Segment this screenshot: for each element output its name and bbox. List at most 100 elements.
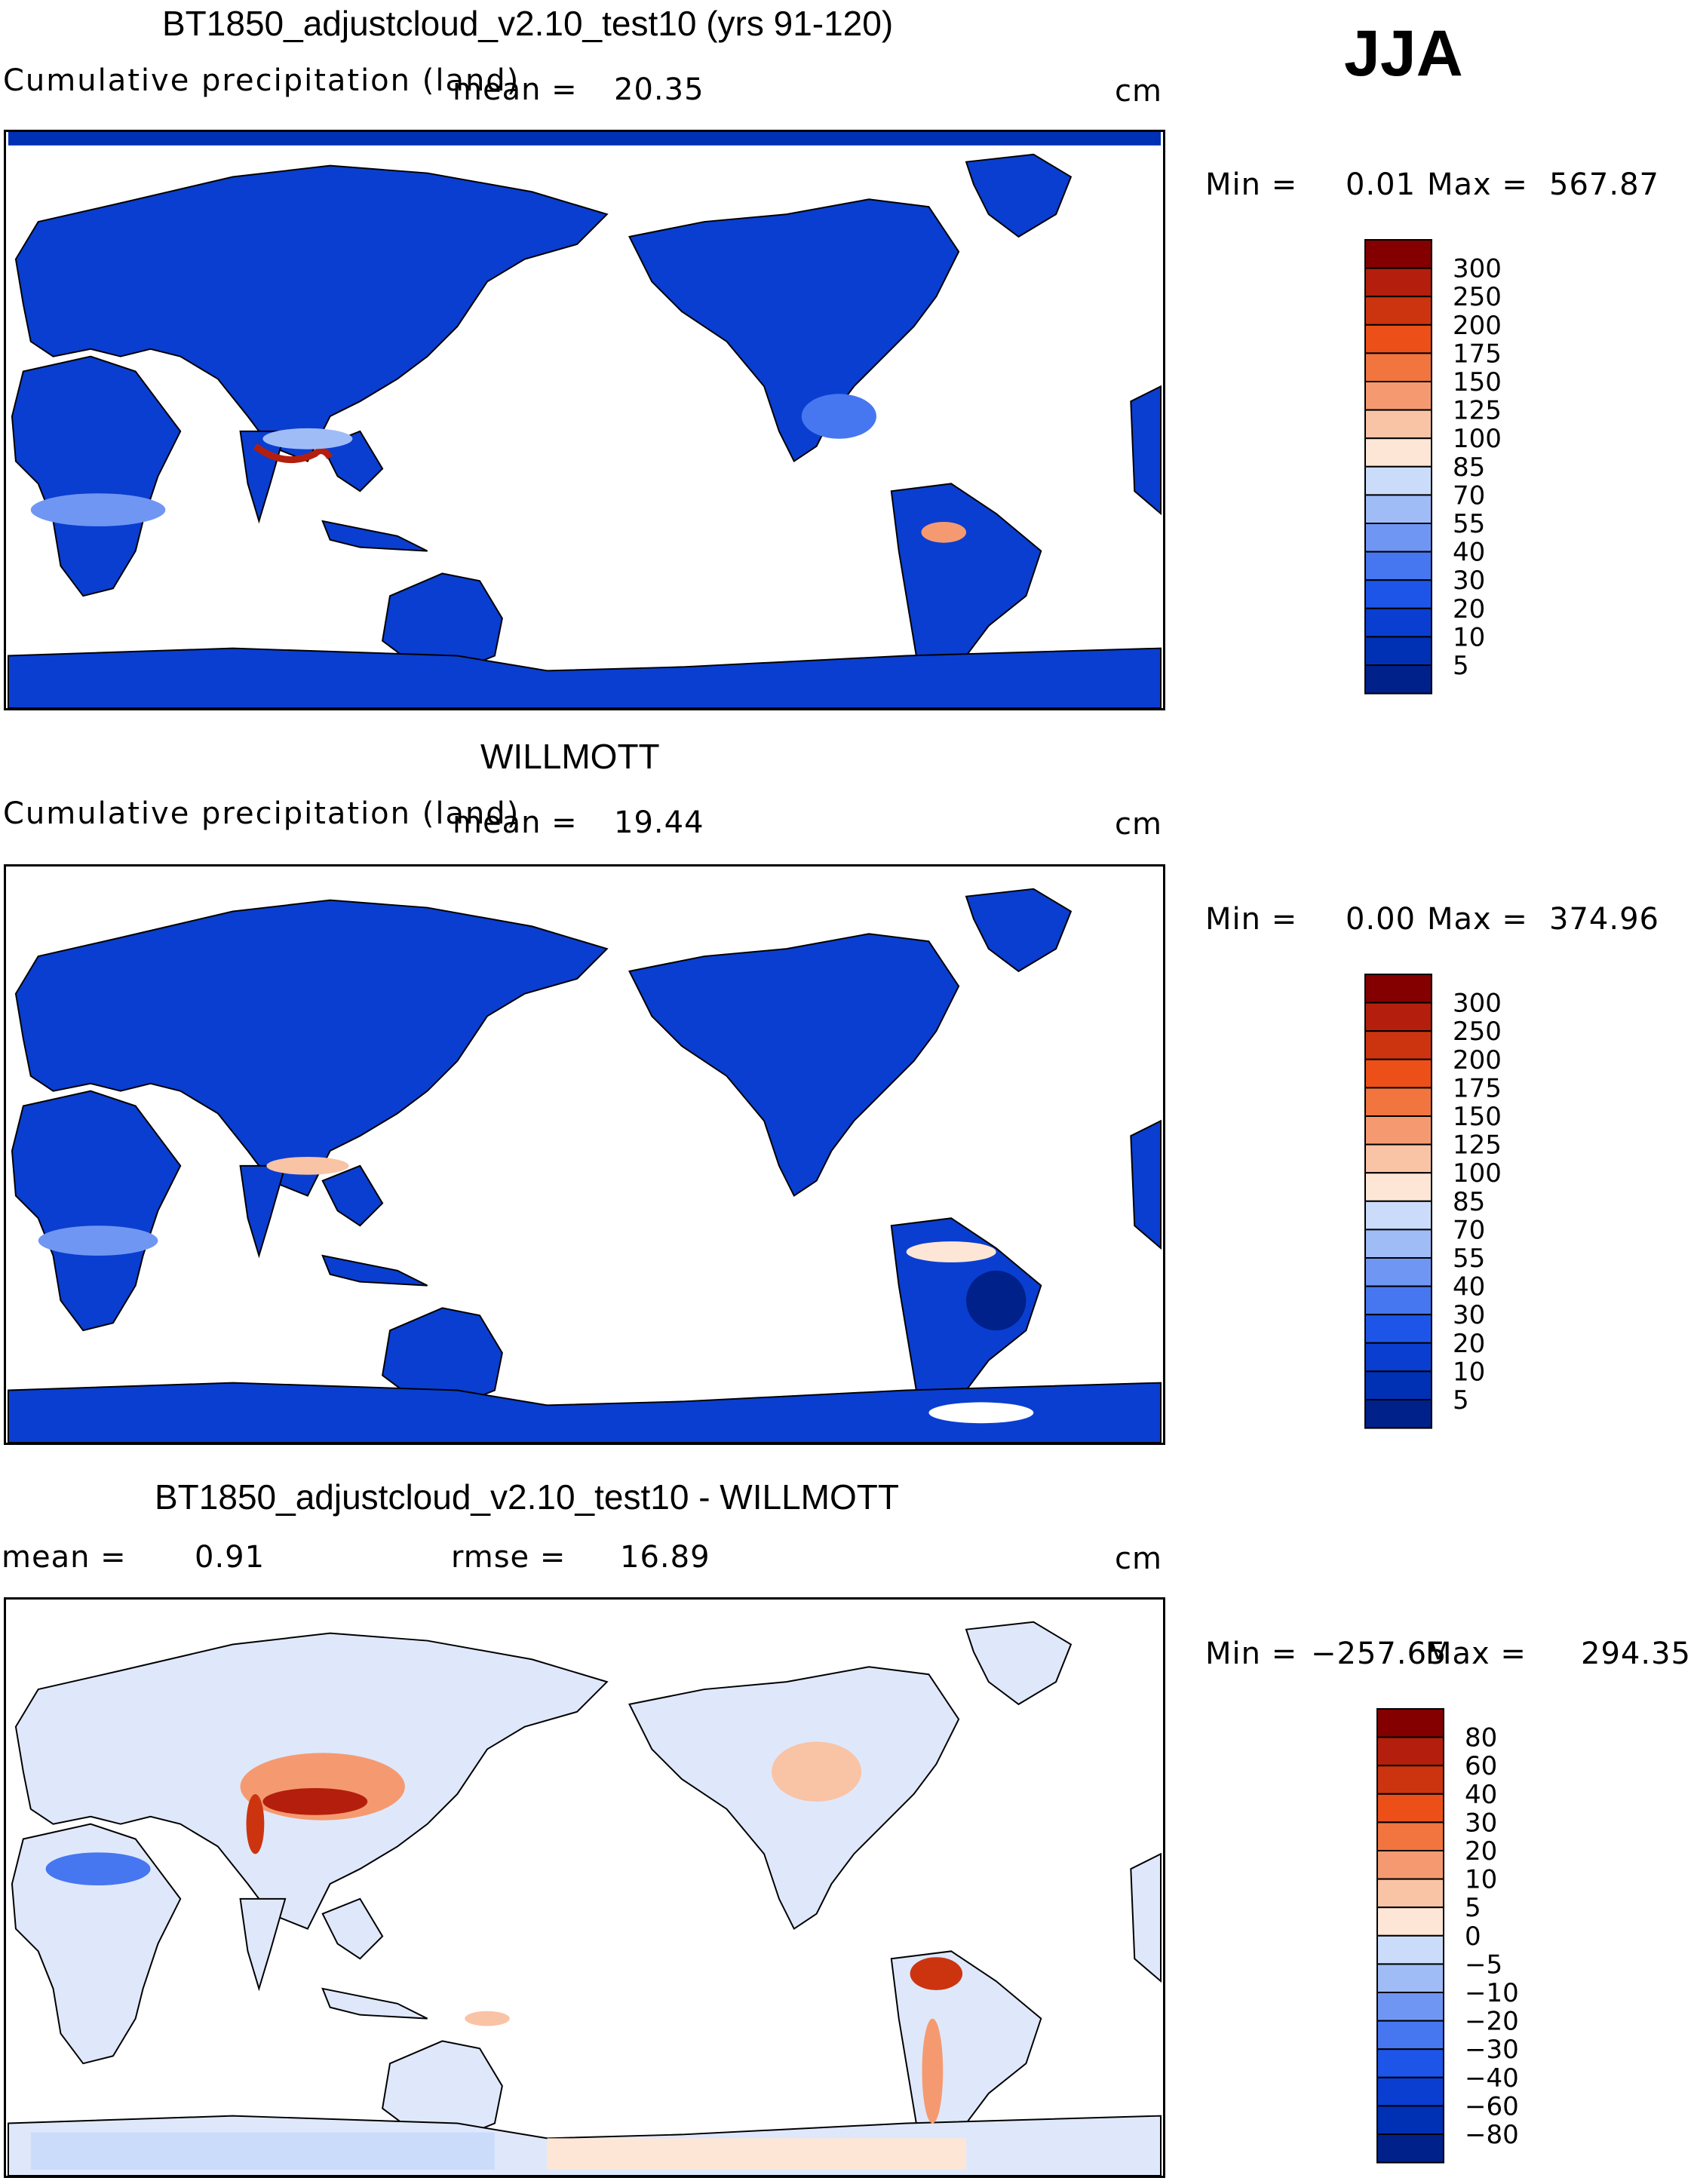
panel3-min-value: −257.65	[1311, 1636, 1447, 1671]
colorbar-swatch	[1376, 2076, 1444, 2107]
continent-shape	[14, 164, 609, 462]
colorbar-swatch	[1364, 551, 1432, 581]
colorbar-swatch	[1376, 1708, 1444, 1738]
colorbar-tick-label: 40	[1453, 538, 1485, 568]
colorbar-swatch	[1364, 1087, 1432, 1117]
colorbar-swatch	[1364, 1143, 1432, 1174]
continent-shape	[628, 1666, 960, 1931]
colorbar-swatch	[1364, 1030, 1432, 1060]
colorbar-tick-label: 0	[1465, 1922, 1481, 1952]
panel1-max-label: Max =	[1427, 167, 1528, 202]
colorbar-tick-label: −40	[1465, 2063, 1519, 2094]
panel3-map-canvas	[8, 1621, 1162, 2176]
colorbar-tick-label: 125	[1453, 1130, 1502, 1161]
colorbar-tick-label: 60	[1465, 1751, 1497, 1781]
continent-shape	[8, 647, 1162, 708]
colorbar-tick-label: 30	[1453, 566, 1485, 596]
continent-shape	[382, 2040, 503, 2140]
continent-shape	[1130, 1852, 1162, 1983]
panel1-title: BT1850_adjustcloud_v2.10_test10 (yrs 91-…	[162, 4, 894, 43]
colorbar-swatch	[1376, 1963, 1444, 1993]
colorbar-swatch	[1364, 409, 1432, 440]
panel3-title: BT1850_adjustcloud_v2.10_test10 - WILLMO…	[155, 1477, 899, 1517]
continent-shape	[11, 355, 182, 597]
colorbar-tick-label: 5	[1453, 651, 1469, 681]
colorbar-tick-label: −60	[1465, 2091, 1519, 2121]
colorbar-tick-label: 300	[1453, 254, 1502, 284]
colorbar-tick-label: 100	[1453, 1158, 1502, 1189]
panel2-hotspots	[38, 1156, 1034, 1424]
colorbar-swatch	[1364, 1115, 1432, 1146]
panel1-min-value: 0.01	[1346, 167, 1416, 202]
colorbar-swatch	[1364, 974, 1432, 1004]
continent-shape	[965, 153, 1073, 238]
panel1-land	[8, 153, 1162, 708]
continent-shape	[8, 1382, 1162, 1443]
panel1-units: cm	[1115, 74, 1162, 109]
colorbar-swatch	[1364, 324, 1432, 354]
colorbar-tick-label: 80	[1465, 1723, 1497, 1753]
colorbar-tick-label: 10	[1453, 1357, 1485, 1387]
colorbar-swatch	[1376, 1992, 1444, 2022]
colorbar-tick-label: 70	[1453, 480, 1485, 511]
colorbar-tick-label: 250	[1453, 282, 1502, 312]
panel2-max-label: Max =	[1427, 902, 1528, 937]
colorbar-tick-label: 200	[1453, 311, 1502, 341]
colorbar-swatch	[1376, 1736, 1444, 1767]
continent-shape	[239, 1164, 287, 1259]
colorbar-swatch	[1364, 1314, 1432, 1344]
panel1-mean-value: 20.35	[614, 72, 704, 107]
panel2-subtitle: Cumulative precipitation (land)	[3, 796, 520, 831]
colorbar-tick-label: 40	[1465, 1780, 1497, 1810]
colorbar-tick-label: 85	[1453, 452, 1485, 483]
colorbar-tick-label: 85	[1453, 1187, 1485, 1217]
colorbar-tick-label: 20	[1465, 1836, 1497, 1867]
colorbar-tick-label: 5	[1453, 1385, 1469, 1416]
continent-shape	[628, 933, 960, 1198]
colorbar-swatch	[1376, 1934, 1444, 1965]
panel3-max-label: Max =	[1425, 1636, 1527, 1671]
panel3-units: cm	[1115, 1541, 1162, 1576]
colorbar-swatch	[1364, 437, 1432, 468]
colorbar-tick-label: 20	[1453, 594, 1485, 624]
panel2-min-value: 0.00	[1346, 902, 1416, 937]
continent-shape	[1130, 1119, 1162, 1250]
colorbar-tick-label: 10	[1453, 622, 1485, 652]
colorbar-tick-label: 175	[1453, 1073, 1502, 1103]
colorbar-swatch	[1364, 1285, 1432, 1316]
panel3-rmse-value: 16.89	[620, 1540, 710, 1575]
colorbar-tick-label: 300	[1453, 989, 1502, 1019]
colorbar-tick-label: 200	[1453, 1045, 1502, 1075]
colorbar-swatch	[1364, 664, 1432, 695]
panel3-max-value: 294.35	[1581, 1636, 1691, 1671]
colorbar-tick-label: 175	[1453, 339, 1502, 369]
continent-shape	[11, 1090, 182, 1332]
panel2-land	[8, 888, 1162, 1443]
colorbar-tick-label: 150	[1453, 367, 1502, 397]
panel3-rmse-label: rmse =	[451, 1540, 566, 1575]
continent-shape	[965, 1621, 1073, 1706]
panel2-title: WILLMOTT	[480, 737, 660, 776]
colorbar-swatch	[1364, 1172, 1432, 1202]
colorbar-tick-label: 5	[1465, 1893, 1481, 1923]
continent-shape	[321, 1164, 428, 1287]
colorbar-swatch	[1364, 1342, 1432, 1373]
colorbar-swatch	[1376, 1765, 1444, 1795]
colorbar-swatch	[1364, 1370, 1432, 1401]
colorbar-swatch	[1376, 1878, 1444, 1909]
continent-shape	[11, 1823, 182, 2065]
season-label: JJA	[1344, 17, 1463, 90]
colorbar-tick-label: 55	[1453, 1244, 1485, 1274]
panel2-colorbar: 300 250 200 175 150 125 100 85 70 55 40 30 20 10 5	[1364, 974, 1514, 1434]
colorbar-swatch	[1364, 579, 1432, 609]
panel1-map	[4, 130, 1165, 710]
colorbar-tick-label: 10	[1465, 1865, 1497, 1895]
colorbar-tick-label: 30	[1453, 1300, 1485, 1330]
panel2-map-canvas	[8, 888, 1162, 1443]
continent-shape	[965, 888, 1073, 973]
colorbar-swatch	[1364, 239, 1432, 269]
panel3-hotspots	[30, 1741, 967, 2170]
panel2-units: cm	[1115, 807, 1162, 842]
